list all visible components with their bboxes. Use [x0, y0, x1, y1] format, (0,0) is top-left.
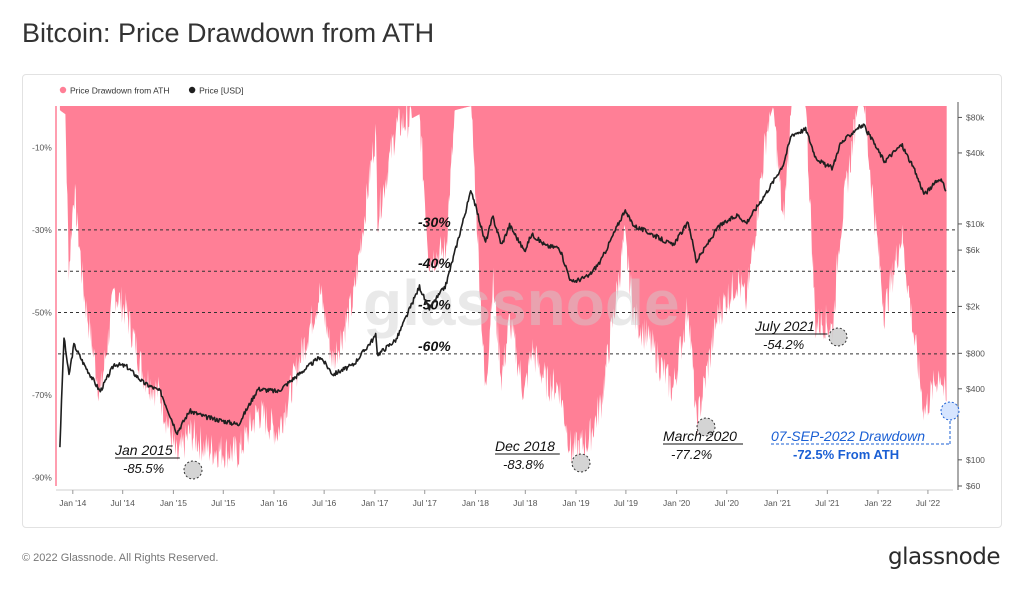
y-left-tick-label: -10% [32, 142, 52, 152]
x-tick-label: Jul '14 [111, 498, 136, 508]
annotation: March 2020 -77.2% [663, 417, 743, 462]
annotation-value: -77.2% [671, 447, 712, 462]
y-right-tick-label: $400 [966, 384, 985, 394]
watermark: glassnode [363, 267, 680, 339]
x-tick-label: Jul '18 [513, 498, 538, 508]
x-tick-label: Jul '16 [312, 498, 337, 508]
annotation-title: July 2021 [754, 318, 815, 334]
y-right-tick-label: $10k [966, 219, 985, 229]
drawdown-fill [59, 106, 947, 469]
annotation-title: 07-SEP-2022 Drawdown [771, 428, 925, 444]
x-tick-label: Jan '18 [462, 498, 489, 508]
x-tick-label: Jan '14 [59, 498, 86, 508]
x-tick-label: Jan '21 [764, 498, 791, 508]
y-left-tick-label: -50% [32, 308, 52, 318]
x-tick-label: Jan '19 [562, 498, 589, 508]
y-right-tick-label: $40k [966, 148, 985, 158]
annotation: Jan 2015 -85.5% [114, 442, 203, 480]
y-right-tick-label: $800 [966, 348, 985, 358]
reference-line-label: -30% [418, 214, 451, 230]
y-right-tick-label: $100 [966, 455, 985, 465]
y-right-tick-label: $80k [966, 112, 985, 122]
x-tick-label: Jul '17 [413, 498, 438, 508]
axes: -10% -30% -50% -70% -90% $80k $40k $10k $6k $2k $8… [32, 102, 985, 508]
watermark-text: glassnode [363, 267, 680, 339]
y-right-tick-label: $6k [966, 245, 980, 255]
annotation: 07-SEP-2022 Drawdown -72.5% From ATH [771, 401, 960, 462]
annotation-title: Jan 2015 [114, 442, 173, 458]
drawdown-area [55, 106, 947, 486]
annotation: Dec 2018 -83.8% [495, 438, 591, 473]
x-tick-label: Jan '17 [361, 498, 388, 508]
annotation-marker [940, 401, 960, 421]
annotations: Jan 2015 -85.5% Dec 2018 -83.8% March 2020 -7… [114, 318, 960, 480]
drawdown-chart: Price Drawdown from ATH Price [USD] glass… [32, 86, 985, 509]
chart-panel: Price Drawdown from ATH Price [USD] glass… [22, 74, 1002, 528]
x-tick-label: Jan '20 [663, 498, 690, 508]
annotation-value: -54.2% [763, 337, 804, 352]
y-right-tick-label: $60 [966, 481, 980, 491]
price-line [59, 123, 947, 448]
x-tick-label: Jan '15 [160, 498, 187, 508]
page-title: Bitcoin: Price Drawdown from ATH [22, 18, 435, 48]
x-tick-label: Jul '21 [815, 498, 840, 508]
y-left-tick-label: -70% [32, 390, 52, 400]
brand-logo-text: glassnode [888, 544, 1000, 570]
x-tick-label: Jul '22 [916, 498, 941, 508]
reference-line-label: -50% [418, 297, 451, 313]
y-left-tick-label: -30% [32, 225, 52, 235]
legend-label: Price Drawdown from ATH [70, 86, 170, 96]
x-tick-label: Jan '22 [864, 498, 891, 508]
legend: Price Drawdown from ATH Price [USD] [59, 86, 244, 96]
copyright-text: © 2022 Glassnode. All Rights Reserved. [22, 552, 219, 564]
x-tick-label: Jul '20 [715, 498, 740, 508]
x-tick-label: Jul '15 [211, 498, 236, 508]
legend-marker [59, 86, 67, 94]
price-series-line [59, 123, 947, 448]
annotation-value: -83.8% [503, 457, 544, 472]
annotation-title: March 2020 [663, 428, 737, 444]
reference-line-label: -40% [418, 255, 451, 271]
annotation-marker [696, 417, 716, 437]
annotation-value: -72.5% From ATH [793, 447, 899, 462]
annotation-marker [183, 460, 203, 480]
annotation-value: -85.5% [123, 461, 164, 476]
y-left-tick-label: -90% [32, 473, 52, 483]
annotation-marker [571, 453, 591, 473]
x-tick-label: Jul '19 [614, 498, 639, 508]
annotation-title: Dec 2018 [495, 438, 555, 454]
legend-label: Price [USD] [199, 86, 243, 96]
annotation: July 2021 -54.2% [754, 318, 848, 352]
y-right-tick-label: $2k [966, 301, 980, 311]
annotation-marker [828, 327, 848, 347]
legend-marker [188, 86, 196, 94]
x-tick-label: Jan '16 [260, 498, 287, 508]
reference-lines: -30% -40% -50% -60% [58, 214, 958, 355]
reference-line-label: -60% [418, 338, 451, 354]
